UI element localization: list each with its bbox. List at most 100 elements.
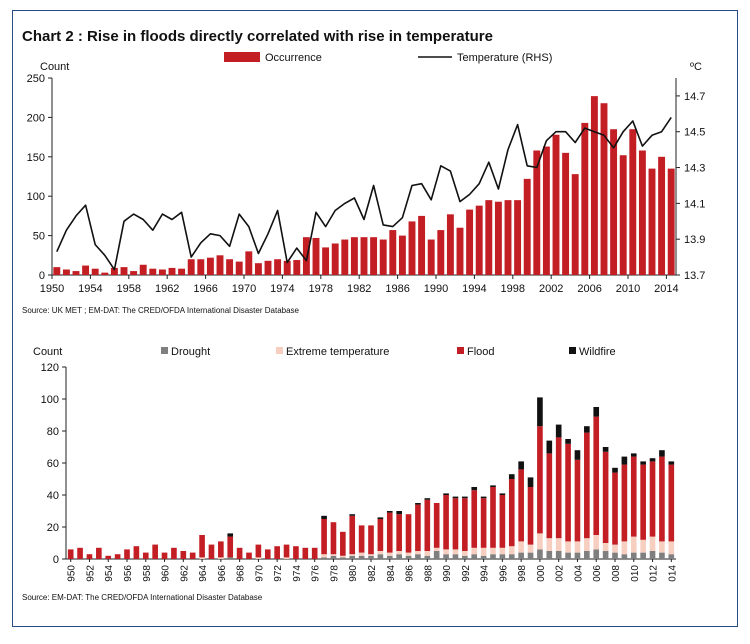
chart2-bar-flood	[124, 549, 130, 559]
chart1-bar-occurrence	[187, 259, 195, 275]
chart2-x-tick-label: 014	[667, 565, 678, 582]
chart2-bar-drought	[415, 554, 421, 559]
chart2-bar-flood	[321, 519, 327, 555]
chart1-bar-occurrence	[456, 227, 464, 275]
chart2-bar-wildfire	[508, 474, 515, 479]
chart1-bar-occurrence	[533, 150, 541, 275]
chart2-bar-extreme-temperature	[621, 541, 628, 555]
chart1-bar-occurrence	[418, 215, 426, 275]
chart1-legend-label: Occurrence	[265, 52, 322, 64]
chart2-bar-flood	[499, 495, 506, 548]
chart2-bar-flood	[311, 547, 318, 559]
chart2-x-tick-label: 994	[480, 565, 491, 582]
chart2-bar-drought	[621, 554, 628, 559]
chart2-bar-drought	[433, 551, 440, 559]
chart2-bar-flood	[96, 547, 102, 559]
chart2-bar-extreme-temperature	[640, 539, 646, 553]
chart1-bar-occurrence	[494, 201, 502, 275]
chart2-bar-extreme-temperature	[405, 552, 412, 556]
chart1-x-tick-label: 1958	[117, 283, 141, 295]
chart2-bar-extreme-temperature	[340, 555, 346, 558]
chart1-bar-occurrence	[274, 259, 282, 275]
chart1-bar-occurrence	[610, 129, 618, 275]
chart2-bar-wildfire	[668, 461, 675, 465]
chart2-x-tick-label: 988	[423, 565, 434, 582]
chart2-bar-flood	[471, 490, 478, 548]
chart2-x-tick-label: 964	[198, 565, 209, 582]
chart2-bar-wildfire	[546, 440, 553, 454]
chart2-bar-wildfire	[574, 450, 581, 460]
chart2-source: Source: EM-DAT: The CRED/OFDA Internatio…	[22, 593, 263, 602]
chart2-bar-flood	[67, 549, 74, 559]
chart2-bar-flood	[424, 499, 431, 551]
chart2-bar-drought	[377, 554, 384, 559]
chart2-bar-drought	[584, 551, 590, 559]
chart2-bar-wildfire	[527, 477, 534, 487]
chart2-bar-drought	[537, 549, 543, 559]
chart2-bar-wildfire	[321, 515, 327, 519]
chart1-bar-occurrence	[360, 237, 368, 275]
chart2-bar-extreme-temperature	[462, 551, 468, 556]
chart2-bar-drought	[565, 552, 571, 559]
chart2-bar-drought	[368, 555, 374, 559]
chart2-bar-flood	[396, 514, 402, 551]
chart1-y2-axis-label: ºC	[690, 61, 702, 73]
chart2-bar-extreme-temperature	[499, 547, 506, 555]
chart1-bar-occurrence	[331, 243, 339, 275]
chart1-x-tick-label: 1986	[385, 283, 409, 295]
chart1-bar-occurrence	[91, 268, 99, 275]
chart2-x-tick-label: 984	[386, 565, 397, 582]
chart2-bar-wildfire	[555, 424, 562, 438]
chart2-x-tick-label: 950	[67, 565, 78, 582]
chart2-bar-drought	[340, 557, 346, 559]
chart2-bar-extreme-temperature	[424, 551, 431, 556]
chart1-bar-occurrence	[206, 257, 214, 275]
chart1-y-tick-label: 100	[27, 191, 45, 203]
chart2-bar-flood	[612, 472, 618, 545]
chart2-x-tick-label: 000	[536, 565, 547, 582]
chart2-bar-wildfire	[424, 498, 431, 500]
chart1-bar-occurrence	[283, 260, 291, 275]
chart2-bar-drought	[602, 551, 609, 559]
chart1-bar-occurrence	[427, 239, 435, 275]
chart2-bar-flood	[537, 426, 543, 534]
chart2-bar-extreme-temperature	[321, 554, 327, 558]
chart2-bar-wildfire	[621, 456, 628, 465]
chart2-bar-flood	[274, 546, 280, 559]
chart2-x-tick-label: 974	[292, 565, 303, 582]
chart2-bar-extreme-temperature	[255, 557, 262, 559]
chart2-bar-extreme-temperature	[612, 544, 618, 553]
chart2-bar-extreme-temperature	[574, 541, 581, 553]
chart2-bar-flood	[433, 503, 440, 548]
chart2-bar-flood	[180, 551, 187, 559]
chart2-bar-extreme-temperature	[518, 541, 524, 553]
chart2-bar-drought	[443, 554, 449, 559]
chart2-bar-wildfire	[396, 511, 402, 515]
chart2-bar-flood	[199, 535, 205, 558]
chart2-bar-flood	[208, 544, 215, 559]
chart2-bar-flood	[386, 512, 393, 553]
chart2-x-tick-label: 972	[273, 565, 284, 582]
chart1-legend-swatch-occurrence	[224, 52, 260, 62]
chart1-bar-occurrence	[523, 178, 531, 275]
chart1-bar-occurrence	[600, 103, 608, 275]
chart1-bar-occurrence	[235, 261, 243, 275]
chart2-bar-extreme-temperature	[546, 538, 553, 551]
chart1-y2-tick-label: 14.1	[684, 198, 705, 210]
chart1-bar-occurrence	[475, 205, 483, 275]
chart1-x-tick-label: 1966	[193, 283, 217, 295]
chart2-bar-flood	[574, 459, 581, 542]
chart1-x-tick-label: 2010	[616, 283, 640, 295]
chart2-bar-drought	[358, 555, 365, 559]
chart2-x-tick-label: 952	[85, 565, 96, 582]
chart2-x-tick-label: 958	[142, 565, 153, 582]
chart2-bar-wildfire	[537, 397, 543, 427]
chart2-bar-flood	[161, 552, 168, 559]
chart2-bar-extreme-temperature	[199, 557, 205, 559]
chart1-x-tick-label: 1970	[232, 283, 256, 295]
chart2-bar-wildfire	[480, 496, 487, 499]
chart1-bar-occurrence	[379, 239, 387, 275]
chart1-bar-occurrence	[82, 265, 90, 275]
chart2-bar-flood	[255, 544, 262, 558]
chart1-bar-occurrence	[120, 267, 128, 275]
